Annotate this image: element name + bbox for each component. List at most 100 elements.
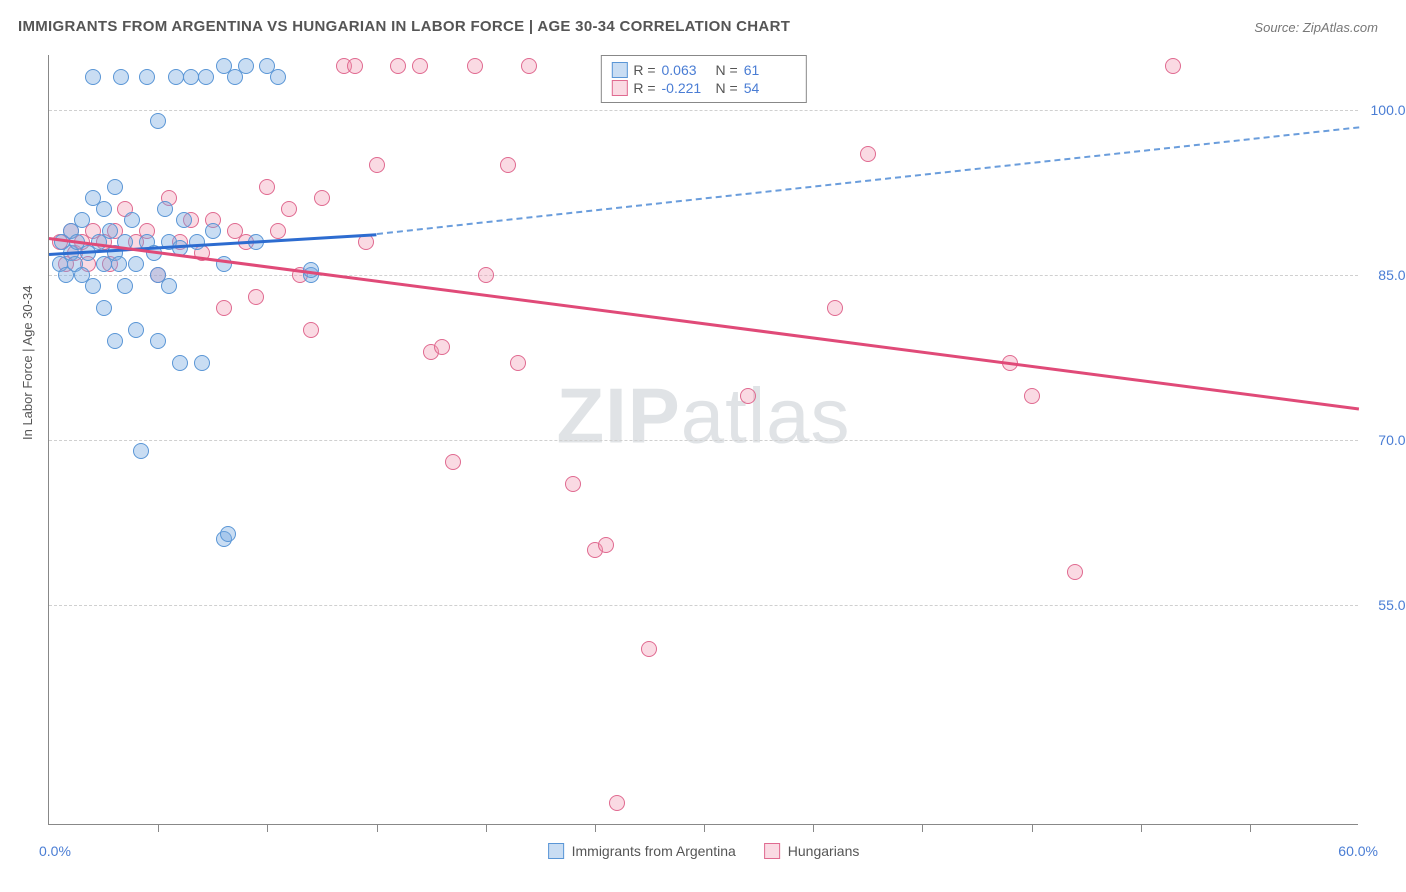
data-point-b: [390, 58, 406, 74]
source-label: Source:: [1254, 20, 1299, 35]
data-point-a: [189, 234, 205, 250]
r-label: R =: [633, 62, 655, 78]
data-point-b: [303, 322, 319, 338]
data-point-a: [117, 278, 133, 294]
y-tick-label: 55.0%: [1363, 597, 1406, 613]
data-point-a: [150, 113, 166, 129]
data-point-b: [259, 179, 275, 195]
data-point-a: [96, 300, 112, 316]
data-point-b: [860, 146, 876, 162]
r-value-b: -0.221: [662, 80, 710, 96]
data-point-b: [478, 267, 494, 283]
data-point-a: [107, 333, 123, 349]
data-point-b: [270, 223, 286, 239]
data-point-b: [500, 157, 516, 173]
data-point-a: [172, 355, 188, 371]
legend-item-a: Immigrants from Argentina: [548, 843, 736, 859]
chart-title: IMMIGRANTS FROM ARGENTINA VS HUNGARIAN I…: [18, 18, 790, 35]
data-point-b: [521, 58, 537, 74]
legend-stats-row-a: R = 0.063 N = 61: [611, 62, 791, 78]
legend-stats-row-b: R = -0.221 N = 54: [611, 80, 791, 96]
x-tick: [1250, 824, 1251, 832]
data-point-a: [161, 278, 177, 294]
x-tick: [267, 824, 268, 832]
data-point-b: [598, 537, 614, 553]
data-point-a: [128, 256, 144, 272]
data-point-a: [157, 201, 173, 217]
data-point-b: [1024, 388, 1040, 404]
y-tick-label: 100.0%: [1363, 102, 1406, 118]
x-tick: [158, 824, 159, 832]
x-tick: [1032, 824, 1033, 832]
r-label: R =: [633, 80, 655, 96]
data-point-b: [281, 201, 297, 217]
legend-stats: R = 0.063 N = 61 R = -0.221 N = 54: [600, 55, 806, 103]
y-tick-label: 70.0%: [1363, 432, 1406, 448]
data-point-a: [128, 322, 144, 338]
data-point-a: [102, 223, 118, 239]
data-point-a: [74, 212, 90, 228]
data-point-a: [183, 69, 199, 85]
chart-plot-area: ZIPatlas 55.0%70.0%85.0%100.0% R = 0.063…: [48, 55, 1358, 825]
swatch-a-icon: [548, 843, 564, 859]
data-point-a: [96, 201, 112, 217]
data-point-b: [347, 58, 363, 74]
y-tick-label: 85.0%: [1363, 267, 1406, 283]
swatch-b-icon: [764, 843, 780, 859]
data-point-b: [1165, 58, 1181, 74]
n-label: N =: [716, 80, 738, 96]
data-point-b: [510, 355, 526, 371]
data-point-b: [248, 289, 264, 305]
data-point-a: [168, 69, 184, 85]
data-point-b: [565, 476, 581, 492]
data-point-a: [220, 526, 236, 542]
data-point-a: [85, 69, 101, 85]
data-point-b: [740, 388, 756, 404]
source-name: ZipAtlas.com: [1303, 20, 1378, 35]
data-point-b: [314, 190, 330, 206]
data-point-a: [124, 212, 140, 228]
data-point-b: [1067, 564, 1083, 580]
x-tick: [595, 824, 596, 832]
data-point-b: [434, 339, 450, 355]
x-axis-start: 0.0%: [39, 843, 71, 859]
data-point-a: [133, 443, 149, 459]
x-tick: [1141, 824, 1142, 832]
legend-label-a: Immigrants from Argentina: [572, 843, 736, 859]
r-value-a: 0.063: [662, 62, 710, 78]
data-point-b: [216, 300, 232, 316]
data-point-a: [111, 256, 127, 272]
data-point-b: [412, 58, 428, 74]
n-label: N =: [716, 62, 738, 78]
swatch-a-icon: [611, 62, 627, 78]
data-point-a: [238, 58, 254, 74]
x-tick: [486, 824, 487, 832]
data-point-a: [150, 333, 166, 349]
data-point-a: [205, 223, 221, 239]
data-point-a: [194, 355, 210, 371]
data-point-a: [176, 212, 192, 228]
data-point-b: [827, 300, 843, 316]
n-value-b: 54: [744, 80, 792, 96]
source-attribution: Source: ZipAtlas.com: [1254, 20, 1378, 35]
x-axis-end: 60.0%: [1338, 843, 1378, 859]
legend-series: Immigrants from Argentina Hungarians: [548, 843, 860, 859]
x-tick: [922, 824, 923, 832]
n-value-a: 61: [744, 62, 792, 78]
x-tick: [377, 824, 378, 832]
swatch-b-icon: [611, 80, 627, 96]
trendline-a-dashed: [376, 126, 1359, 235]
data-point-b: [609, 795, 625, 811]
data-point-a: [139, 69, 155, 85]
data-point-b: [369, 157, 385, 173]
data-point-a: [85, 278, 101, 294]
data-point-b: [467, 58, 483, 74]
y-axis-label: In Labor Force | Age 30-34: [20, 286, 35, 440]
x-tick: [813, 824, 814, 832]
data-point-a: [113, 69, 129, 85]
legend-item-b: Hungarians: [764, 843, 860, 859]
data-point-a: [107, 179, 123, 195]
data-point-b: [641, 641, 657, 657]
data-point-b: [445, 454, 461, 470]
legend-label-b: Hungarians: [788, 843, 860, 859]
